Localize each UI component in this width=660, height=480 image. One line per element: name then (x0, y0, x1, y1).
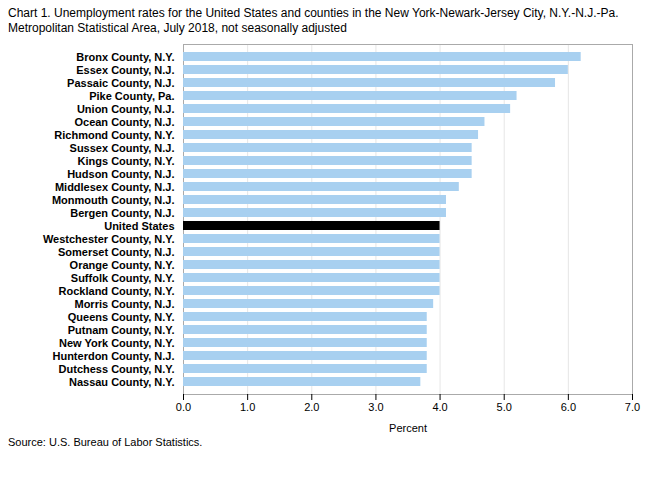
html-text:Metropolitan Statistical Area,: Metropolitan Statistical Area, July 2018… (8, 21, 347, 35)
svg-text:New York County, N.Y.: New York County, N.Y. (59, 337, 175, 349)
svg-text:Morris County, N.J.: Morris County, N.J. (74, 298, 174, 310)
svg-text:Middlesex County, N.J.: Middlesex County, N.J. (55, 181, 175, 193)
svg-text:Dutchess County, N.Y.: Dutchess County, N.Y. (59, 363, 175, 375)
svg-text:Westchester County, N.Y.: Westchester County, N.Y. (43, 233, 175, 245)
svg-text:Passaic County, N.J.: Passaic County, N.J. (67, 77, 174, 89)
svg-text:United States: United States (104, 220, 174, 232)
svg-text:0.0: 0.0 (176, 401, 191, 413)
svg-text:5.0: 5.0 (497, 401, 512, 413)
svg-text:Queens County, N.Y.: Queens County, N.Y. (68, 311, 175, 323)
html-text:Chart 1. Unemployment rates fo: Chart 1. Unemployment rates for the Unit… (8, 6, 619, 20)
svg-text:Percent: Percent (389, 422, 427, 434)
svg-text:1.0: 1.0 (240, 401, 255, 413)
svg-text:6.0: 6.0 (561, 401, 576, 413)
svg-text:Orange County, N.Y.: Orange County, N.Y. (70, 259, 175, 271)
svg-text:Kings County, N.Y.: Kings County, N.Y. (78, 155, 175, 167)
svg-text:Sussex County, N.J.: Sussex County, N.J. (70, 142, 175, 154)
svg-text:Somerset County, N.J.: Somerset County, N.J. (58, 246, 175, 258)
svg-text:2.0: 2.0 (304, 401, 319, 413)
svg-text:Rockland County, N.Y.: Rockland County, N.Y. (59, 285, 175, 297)
svg-text:Bergen County, N.J.: Bergen County, N.J. (70, 207, 174, 219)
svg-text:Putnam County, N.Y.: Putnam County, N.Y. (68, 324, 175, 336)
svg-text:Ocean County, N.J.: Ocean County, N.J. (74, 116, 174, 128)
svg-text:Monmouth County, N.J.: Monmouth County, N.J. (52, 194, 175, 206)
svg-text:Suffolk County, N.Y.: Suffolk County, N.Y. (71, 272, 175, 284)
svg-text:Union County, N.J.: Union County, N.J. (77, 103, 175, 115)
svg-text:3.0: 3.0 (368, 401, 383, 413)
svg-text:Pike County, Pa.: Pike County, Pa. (89, 90, 174, 102)
svg-text:Hudson County, N.J.: Hudson County, N.J. (67, 168, 174, 180)
svg-text:Nassau County, N.Y.: Nassau County, N.Y. (69, 376, 175, 388)
svg-text:Essex County, N.J.: Essex County, N.J. (76, 64, 174, 76)
svg-text:Richmond County, N.Y.: Richmond County, N.Y. (54, 129, 174, 141)
svg-text:Bronx County, N.Y.: Bronx County, N.Y. (76, 51, 174, 63)
svg-text:Hunterdon County, N.J.: Hunterdon County, N.J. (52, 350, 174, 362)
svg-text:7.0: 7.0 (625, 401, 640, 413)
svg-text:4.0: 4.0 (432, 401, 447, 413)
html-text:Source: U.S. Bureau of Labor S: Source: U.S. Bureau of Labor Statistics. (8, 436, 203, 448)
